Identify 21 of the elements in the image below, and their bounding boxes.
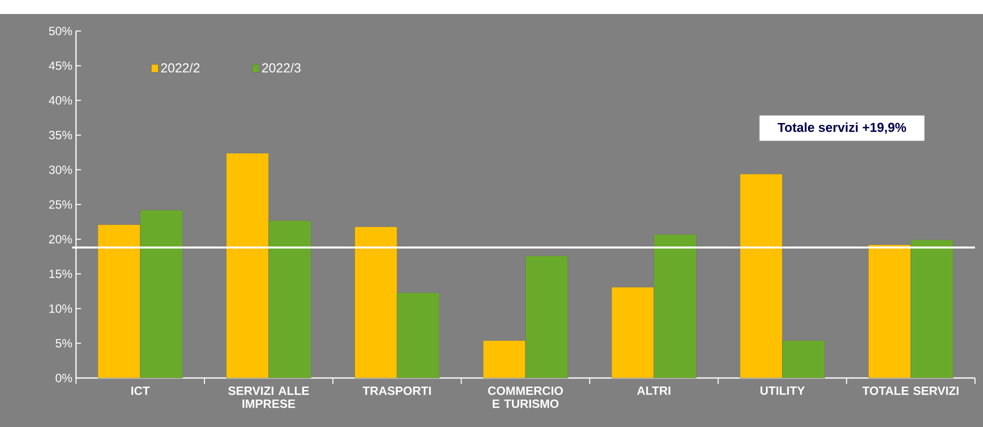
y-tick-label: 10% xyxy=(49,304,72,313)
x-tick-label: COMMERCIO E TURISMO xyxy=(488,386,563,408)
y-tick-label: 15% xyxy=(49,270,72,278)
y-tick-label: 5% xyxy=(56,339,72,348)
x-tick-label: TOTALE SERVIZI xyxy=(862,386,958,395)
x-tick-label: ICT xyxy=(131,386,150,395)
y-tick-label: 30% xyxy=(49,166,72,174)
y-tick-label: 35% xyxy=(49,130,72,140)
legend-label: 2022/2 xyxy=(161,62,200,72)
x-tick-label: SERVIZI ALLE IMPRESE xyxy=(228,386,309,408)
legend-label: 2022/3 xyxy=(262,62,301,72)
y-tick-label: 45% xyxy=(48,61,72,70)
x-tick-label: TRASPORTI xyxy=(362,386,431,395)
y-tick-label: 25% xyxy=(49,200,72,209)
y-tick-label: 50% xyxy=(49,26,72,36)
annotation: Totale servizi +19,9% xyxy=(778,122,906,134)
y-tick-label: 0% xyxy=(56,374,72,382)
y-tick-label: 40% xyxy=(48,96,72,105)
x-tick-label: ALTRI xyxy=(637,386,670,395)
y-tick-label: 20% xyxy=(49,234,72,244)
x-tick-label: UTILITY xyxy=(760,386,805,395)
